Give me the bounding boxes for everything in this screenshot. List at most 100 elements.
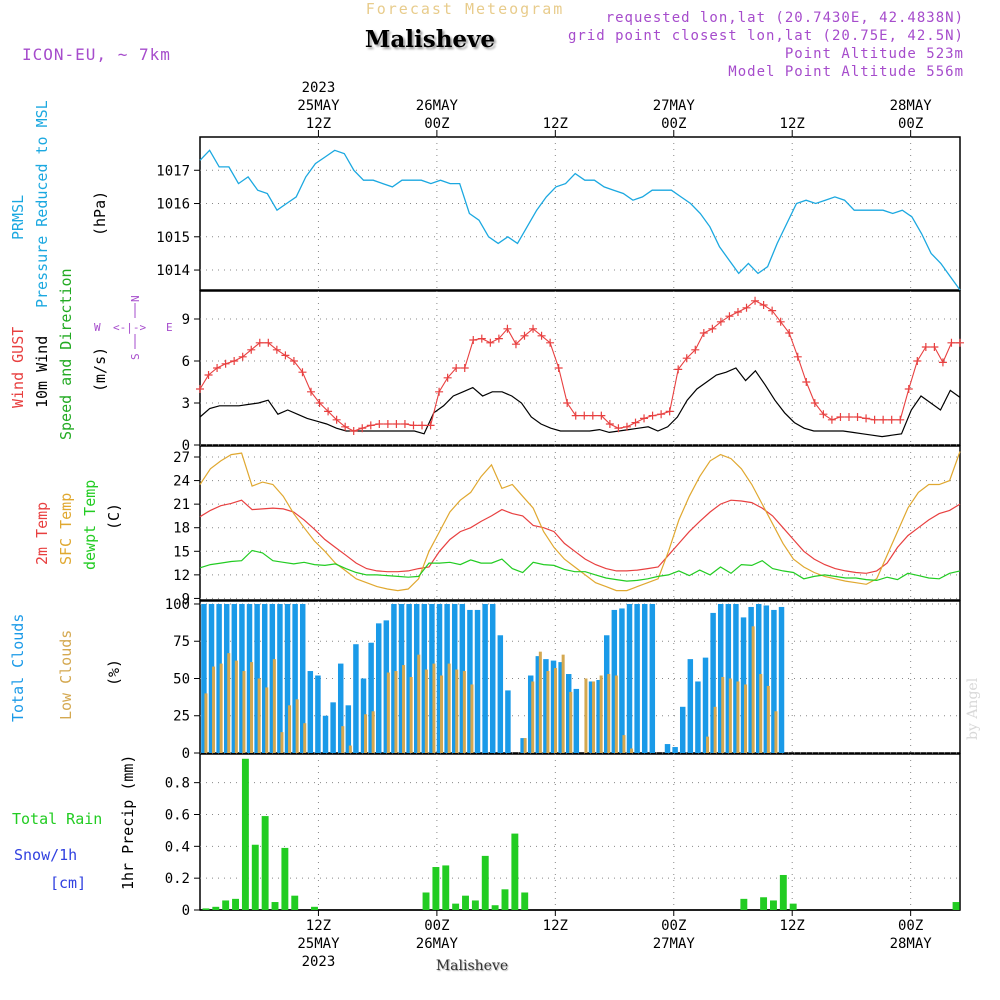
wind-gust-point xyxy=(870,415,879,424)
compass-arms: <-|-> xyxy=(113,321,146,334)
wind-gust-point xyxy=(213,364,222,372)
total-clouds-bar xyxy=(626,603,633,753)
wind-gust-point xyxy=(230,357,239,365)
bottom-time-label: 26MAY xyxy=(416,936,459,952)
top-time-label: 00Z xyxy=(661,116,686,132)
pressure-label-msl: Pressure Reduced to MSL xyxy=(33,100,51,308)
wind-gust-point xyxy=(409,421,418,430)
wind-gust-point xyxy=(520,331,529,340)
temp-unit: (C) xyxy=(105,503,123,530)
wind-gust-point xyxy=(742,303,751,312)
total-clouds-bar xyxy=(603,635,610,753)
wind-gust-point xyxy=(460,364,469,372)
wind-gust-point xyxy=(580,411,589,420)
low-clouds-bar xyxy=(402,665,406,753)
low-clouds-bar xyxy=(288,705,292,753)
temp-label-dewpt: dewpt Temp xyxy=(81,480,99,570)
wind-gust-point xyxy=(426,421,435,430)
total-clouds-bar xyxy=(322,715,329,753)
temp-y-tick-label: 27 xyxy=(173,450,190,466)
total-clouds-bar xyxy=(679,706,686,753)
low-clouds-bar xyxy=(614,675,618,753)
wind-gust-point xyxy=(588,411,597,420)
wind-gust-point xyxy=(810,399,819,407)
wind-gust-point xyxy=(486,338,495,347)
clouds-y-tick-label: 50 xyxy=(173,671,190,687)
low-clouds-bar xyxy=(219,663,223,753)
temp-y-tick-label: 15 xyxy=(173,544,190,560)
wind-gust-point xyxy=(366,421,375,430)
precip-bar xyxy=(471,900,479,910)
wind-gust-point xyxy=(375,420,384,428)
bottom-time-label: 00Z xyxy=(661,918,686,934)
low-clouds-bar xyxy=(523,738,527,753)
total-clouds-bar xyxy=(239,603,245,753)
wind-gust-point xyxy=(913,357,922,365)
low-clouds-bar xyxy=(599,675,603,753)
low-clouds-bar xyxy=(561,654,565,753)
precip-bar xyxy=(481,855,489,910)
total-clouds-bar xyxy=(208,603,215,753)
total-clouds-bar xyxy=(451,603,458,753)
low-clouds-bar xyxy=(713,706,717,753)
wind-gust-point xyxy=(759,301,768,309)
top-time-label: 25MAY xyxy=(297,98,340,114)
wind-gust-point xyxy=(827,415,836,424)
temp-dewpt-line xyxy=(199,549,961,582)
panel-frame-pressure xyxy=(199,136,961,291)
low-clouds-bar xyxy=(470,684,474,753)
wind-gust-point xyxy=(503,324,512,333)
bottom-time-label: 00Z xyxy=(424,918,449,934)
low-clouds-bar xyxy=(242,671,246,753)
low-clouds-bar xyxy=(272,659,276,753)
total-clouds-bar xyxy=(641,603,648,753)
pressure-line xyxy=(199,149,961,291)
wind-gust-point xyxy=(691,345,700,354)
low-clouds-bar xyxy=(751,626,755,753)
low-clouds-bar xyxy=(234,660,238,753)
bottom-time-label: 12Z xyxy=(306,918,331,934)
temp-label-2m: 2m Temp xyxy=(33,502,51,565)
compass-s: S xyxy=(129,353,142,360)
low-clouds-bar xyxy=(295,699,299,753)
clouds-label-low: Low Clouds xyxy=(57,630,75,720)
precip-bar xyxy=(760,897,768,910)
total-clouds-bar xyxy=(277,603,283,753)
low-clouds-bar xyxy=(759,674,763,753)
wind-gust-point xyxy=(879,415,888,424)
low-clouds-bar xyxy=(440,675,444,753)
wind-y-tick-label: 9 xyxy=(182,312,190,328)
wind-gust-point xyxy=(793,352,802,361)
low-clouds-bar xyxy=(607,674,611,753)
precip-bar xyxy=(501,889,509,910)
temp-y-tick-label: 24 xyxy=(173,474,190,490)
wind-gust-point xyxy=(511,340,520,349)
precip-bar xyxy=(291,895,299,910)
temp-y-tick-label: 9 xyxy=(182,591,190,607)
compass-w: W xyxy=(94,321,101,334)
total-clouds-bar xyxy=(497,635,504,753)
total-clouds-bar xyxy=(353,644,359,753)
precip-label-rain: Total Rain xyxy=(12,810,102,828)
wind-gust-point xyxy=(614,424,623,433)
total-clouds-bar xyxy=(315,675,321,753)
wind-gust-point xyxy=(648,411,657,420)
wind-gust-point xyxy=(622,422,631,431)
low-clouds-bar xyxy=(303,723,307,753)
wind-gust-point xyxy=(452,364,461,372)
low-clouds-bar xyxy=(531,681,535,753)
wind-gust-point xyxy=(349,427,358,435)
wind-gust-point xyxy=(947,338,956,347)
pressure-y-tick-label: 1017 xyxy=(156,163,190,179)
wind-gust-point xyxy=(665,407,674,416)
total-clouds-bar xyxy=(246,603,253,753)
total-clouds-bar xyxy=(573,688,580,753)
low-clouds-bar xyxy=(364,714,368,753)
wind-y-tick-label: 0 xyxy=(182,438,190,454)
low-clouds-bar xyxy=(265,687,269,753)
precip-bar xyxy=(202,908,210,910)
clouds-y-tick-label: 25 xyxy=(173,709,190,725)
chart-marks xyxy=(196,149,964,911)
wind-gust-point xyxy=(930,343,939,351)
total-clouds-bar xyxy=(261,603,268,753)
